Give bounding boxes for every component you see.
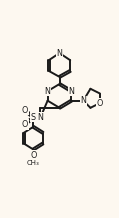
Text: O: O	[30, 151, 37, 160]
Text: CH₃: CH₃	[27, 160, 40, 165]
Text: N: N	[68, 87, 74, 96]
Text: O: O	[22, 106, 28, 115]
Text: N: N	[57, 49, 62, 58]
Text: O: O	[22, 120, 28, 129]
Text: S: S	[31, 113, 36, 122]
Text: N: N	[45, 87, 51, 96]
Text: N: N	[80, 96, 86, 105]
Text: O: O	[97, 99, 103, 107]
Text: N: N	[37, 113, 43, 122]
